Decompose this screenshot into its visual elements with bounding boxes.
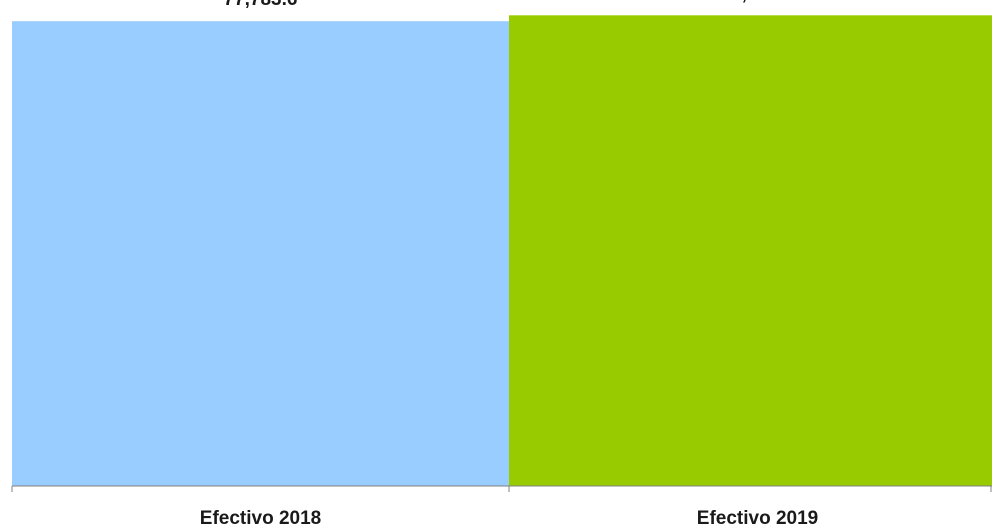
bars-layer <box>12 15 992 487</box>
x-axis <box>11 485 992 492</box>
labels-layer: 77,783.6 Efectivo 2018 78,772.1 Efectivo 20… <box>200 0 818 529</box>
data-label-1: 77,783.6 <box>224 0 298 10</box>
category-label-2: Efectivo 2019 <box>697 508 818 529</box>
data-label-2: 78,772.1 <box>721 0 795 4</box>
bar-efectivo-2019 <box>509 15 992 487</box>
category-label-1: Efectivo 2018 <box>200 508 321 529</box>
bar-efectivo-2018 <box>12 21 509 486</box>
